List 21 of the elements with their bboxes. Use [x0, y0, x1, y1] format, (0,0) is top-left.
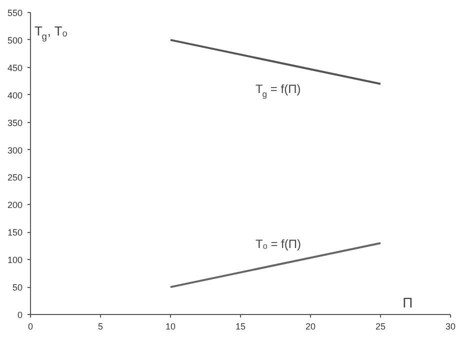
- y-tick-label: 200: [7, 200, 23, 210]
- annotation: Tₒ = f(Π): [256, 237, 302, 252]
- y-tick-label: 500: [7, 35, 23, 46]
- x-tick-label: 20: [305, 322, 316, 332]
- y-tick-label: 400: [7, 90, 23, 100]
- x-tick-label: 25: [375, 322, 386, 332]
- y-tick-label: 300: [7, 145, 23, 156]
- y-tick-label: 250: [7, 172, 23, 183]
- x-axis-title: Π: [402, 294, 413, 310]
- x-tick-label: 15: [235, 322, 246, 332]
- y-tick-label: 550: [7, 8, 23, 18]
- y-tick-label: 100: [7, 255, 23, 266]
- y-tick-label: 0: [17, 310, 23, 320]
- x-tick-label: 5: [98, 322, 104, 332]
- x-tick-label: 0: [28, 322, 34, 332]
- y-tick-label: 150: [7, 228, 23, 238]
- x-tick-label: 10: [165, 322, 176, 332]
- x-tick-label: 30: [445, 322, 456, 332]
- y-tick-label: 50: [12, 282, 23, 293]
- y-tick-label: 450: [7, 62, 23, 73]
- y-tick-label: 350: [7, 118, 23, 128]
